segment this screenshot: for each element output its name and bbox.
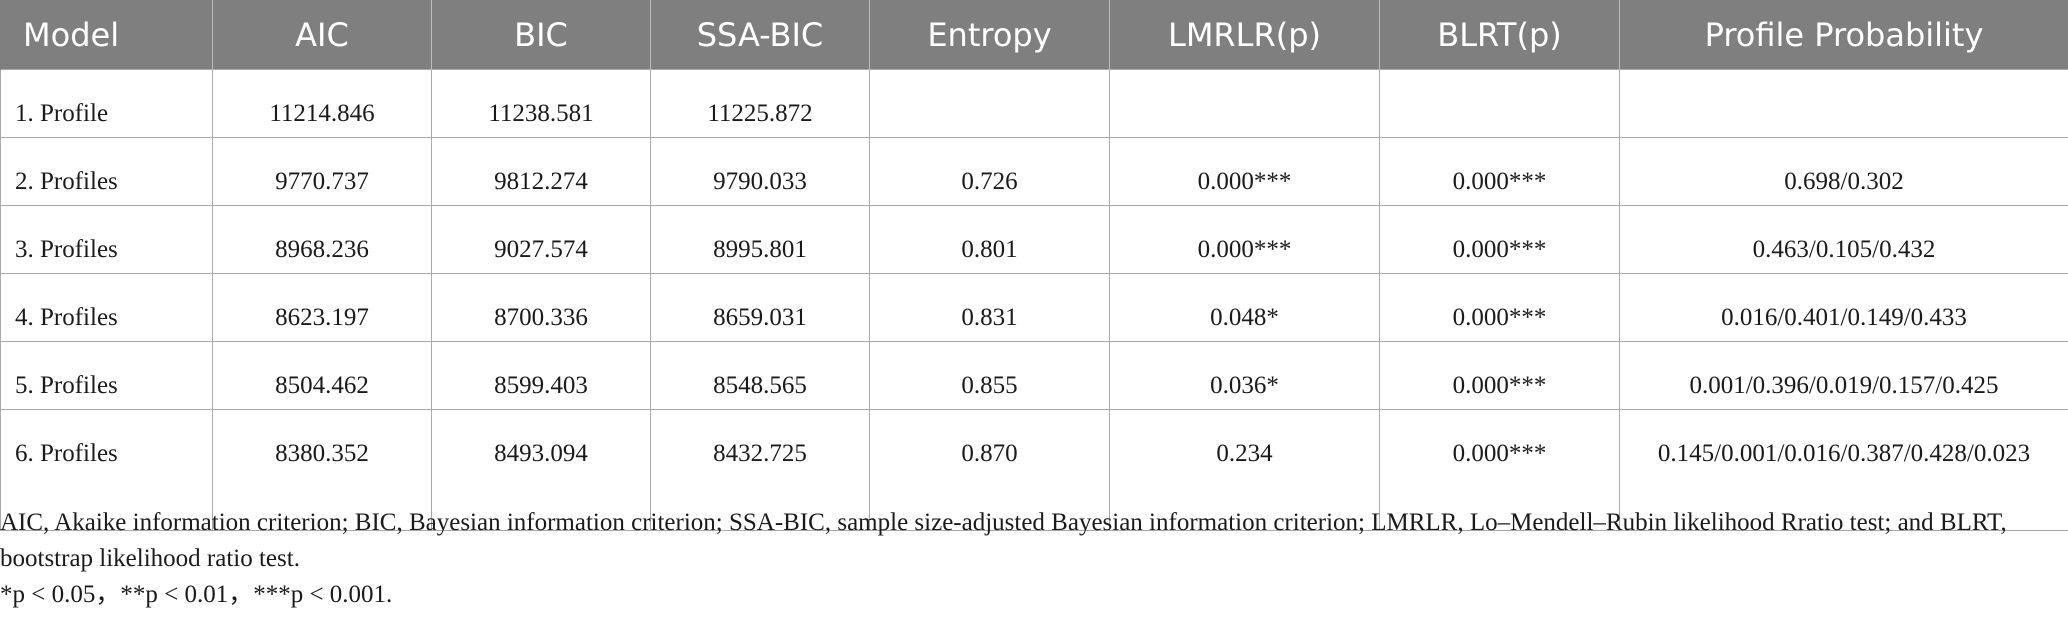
cell-model: 3. Profiles xyxy=(0,205,213,274)
cell-model: 4. Profiles xyxy=(0,273,213,342)
significance-note: *p < 0.05，**p < 0.01，***p < 0.001. xyxy=(0,581,393,608)
cell-entropy: 0.831 xyxy=(869,273,1110,342)
cell-lmrlr: 0.234 xyxy=(1109,409,1380,531)
header-profile-probability: Profile Probability xyxy=(1619,0,2068,70)
cell-blrt: 0.000*** xyxy=(1379,409,1620,531)
cell-aic: 8968.236 xyxy=(212,205,432,274)
cell-blrt xyxy=(1379,69,1620,138)
cell-ssa-bic: 11225.872 xyxy=(650,69,870,138)
cell-bic: 8700.336 xyxy=(431,273,651,342)
cell-model: 1. Profile xyxy=(0,69,213,138)
cell-aic: 8623.197 xyxy=(212,273,432,342)
cell-profile-probability: 0.698/0.302 xyxy=(1619,137,2068,206)
header-ssa-bic: SSA-BIC xyxy=(650,0,870,70)
cell-lmrlr: 0.048* xyxy=(1109,273,1380,342)
cell-bic: 8599.403 xyxy=(431,341,651,410)
cell-entropy: 0.726 xyxy=(869,137,1110,206)
cell-profile-probability: 0.145/0.001/0.016/0.387/0.428/0.023 xyxy=(1619,409,2068,531)
header-lmrlr: LMRLR(p) xyxy=(1109,0,1380,70)
cell-aic: 8380.352 xyxy=(212,409,432,531)
cell-model: 2. Profiles xyxy=(0,137,213,206)
cell-profile-probability xyxy=(1619,69,2068,138)
header-aic: AIC xyxy=(212,0,432,70)
cell-bic: 9027.574 xyxy=(431,205,651,274)
cell-lmrlr: 0.000*** xyxy=(1109,205,1380,274)
cell-entropy xyxy=(869,69,1110,138)
cell-lmrlr: 0.000*** xyxy=(1109,137,1380,206)
abbreviations-note: AIC, Akaike information criterion; BIC, … xyxy=(0,509,2007,572)
cell-ssa-bic: 8548.565 xyxy=(650,341,870,410)
cell-entropy: 0.855 xyxy=(869,341,1110,410)
cell-aic: 9770.737 xyxy=(212,137,432,206)
cell-ssa-bic: 8432.725 xyxy=(650,409,870,531)
table-footnotes: AIC, Akaike information criterion; BIC, … xyxy=(0,505,2062,613)
header-bic: BIC xyxy=(431,0,651,70)
cell-ssa-bic: 8995.801 xyxy=(650,205,870,274)
table-row: 4. Profiles 8623.197 8700.336 8659.031 0… xyxy=(0,273,2068,342)
table-row: 1. Profile 11214.846 11238.581 11225.872 xyxy=(0,69,2068,138)
cell-aic: 11214.846 xyxy=(212,69,432,138)
cell-blrt: 0.000*** xyxy=(1379,341,1620,410)
header-entropy: Entropy xyxy=(869,0,1110,70)
cell-lmrlr: 0.036* xyxy=(1109,341,1380,410)
cell-ssa-bic: 8659.031 xyxy=(650,273,870,342)
cell-bic: 8493.094 xyxy=(431,409,651,531)
table-row: 2. Profiles 9770.737 9812.274 9790.033 0… xyxy=(0,137,2068,206)
table-row: 6. Profiles 8380.352 8493.094 8432.725 0… xyxy=(0,409,2068,531)
table-row: 5. Profiles 8504.462 8599.403 8548.565 0… xyxy=(0,341,2068,410)
cell-model: 6. Profiles xyxy=(0,409,213,531)
cell-blrt: 0.000*** xyxy=(1379,137,1620,206)
cell-model: 5. Profiles xyxy=(0,341,213,410)
cell-profile-probability: 0.016/0.401/0.149/0.433 xyxy=(1619,273,2068,342)
cell-aic: 8504.462 xyxy=(212,341,432,410)
cell-profile-probability: 0.001/0.396/0.019/0.157/0.425 xyxy=(1619,341,2068,410)
cell-bic: 9812.274 xyxy=(431,137,651,206)
model-fit-table: Model AIC BIC SSA-BIC Entropy LMRLR(p) B… xyxy=(0,0,2068,531)
header-model: Model xyxy=(0,0,213,70)
cell-profile-probability: 0.463/0.105/0.432 xyxy=(1619,205,2068,274)
cell-ssa-bic: 9790.033 xyxy=(650,137,870,206)
cell-lmrlr xyxy=(1109,69,1380,138)
cell-entropy: 0.870 xyxy=(869,409,1110,531)
cell-blrt: 0.000*** xyxy=(1379,205,1620,274)
results-table-container: Model AIC BIC SSA-BIC Entropy LMRLR(p) B… xyxy=(0,0,2068,531)
header-row: Model AIC BIC SSA-BIC Entropy LMRLR(p) B… xyxy=(0,0,2068,70)
cell-entropy: 0.801 xyxy=(869,205,1110,274)
table-row: 3. Profiles 8968.236 9027.574 8995.801 0… xyxy=(0,205,2068,274)
cell-blrt: 0.000*** xyxy=(1379,273,1620,342)
header-blrt: BLRT(p) xyxy=(1379,0,1620,70)
cell-bic: 11238.581 xyxy=(431,69,651,138)
